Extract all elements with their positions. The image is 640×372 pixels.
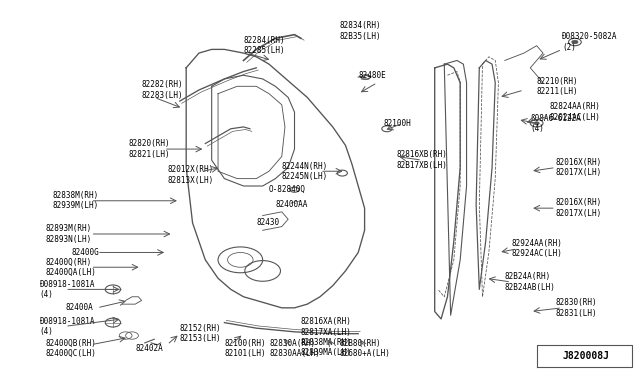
Text: 82100H: 82100H bbox=[384, 119, 412, 128]
Text: 82824AA(RH)
82024AC(LH): 82824AA(RH) 82024AC(LH) bbox=[549, 102, 600, 122]
Text: 82400AA: 82400AA bbox=[275, 200, 308, 209]
Text: 82016X(RH)
82017X(LH): 82016X(RH) 82017X(LH) bbox=[556, 158, 602, 177]
Text: Ð08320-5082A
(2): Ð08320-5082A (2) bbox=[562, 32, 618, 52]
Text: 82400G: 82400G bbox=[72, 248, 99, 257]
Text: 82012X(RH)
82813X(LH): 82012X(RH) 82813X(LH) bbox=[167, 165, 213, 185]
Text: 82816XA(RH)
82817XA(LH)
82838MA(RH)
82839MA(LH): 82816XA(RH) 82817XA(LH) 82838MA(RH) 8283… bbox=[301, 317, 352, 357]
Text: 82820(RH)
82821(LH): 82820(RH) 82821(LH) bbox=[129, 140, 170, 159]
Text: 82838M(RH)
82939M(LH): 82838M(RH) 82939M(LH) bbox=[52, 191, 99, 211]
Text: 82830(RH)
82831(LH): 82830(RH) 82831(LH) bbox=[556, 298, 597, 318]
Circle shape bbox=[534, 122, 540, 125]
Text: 82400Q(RH)
82400QA(LH): 82400Q(RH) 82400QA(LH) bbox=[46, 257, 97, 277]
Text: J820008J: J820008J bbox=[562, 351, 609, 361]
Text: 82893M(RH)
82893N(LH): 82893M(RH) 82893N(LH) bbox=[46, 224, 92, 244]
Text: 82100(RH)
82101(LH): 82100(RH) 82101(LH) bbox=[225, 339, 266, 358]
Text: 82834(RH)
82B35(LH): 82834(RH) 82B35(LH) bbox=[339, 21, 381, 41]
Circle shape bbox=[572, 40, 578, 44]
Text: 82210(RH)
82211(LH): 82210(RH) 82211(LH) bbox=[537, 77, 579, 96]
Text: 82402A: 82402A bbox=[135, 344, 163, 353]
Text: 82830A(RH)
82830AA(LH): 82830A(RH) 82830AA(LH) bbox=[269, 339, 320, 358]
Text: 82244N(RH)
82245N(LH): 82244N(RH) 82245N(LH) bbox=[282, 161, 328, 181]
Text: 82B24A(RH)
82B24AB(LH): 82B24A(RH) 82B24AB(LH) bbox=[505, 272, 556, 292]
Text: 82480E: 82480E bbox=[358, 71, 386, 80]
Text: O-82840Q: O-82840Q bbox=[269, 185, 306, 194]
Text: 82282(RH)
82283(LH): 82282(RH) 82283(LH) bbox=[141, 80, 183, 100]
Text: 82430: 82430 bbox=[256, 218, 280, 227]
Text: 82B80(RH)
82680+A(LH): 82B80(RH) 82680+A(LH) bbox=[339, 339, 390, 358]
Text: 82152(RH)
82153(LH): 82152(RH) 82153(LH) bbox=[180, 324, 221, 343]
Text: Ð08918-1081A
(4): Ð08918-1081A (4) bbox=[40, 317, 95, 336]
Text: Ð08918-1081A
(4): Ð08918-1081A (4) bbox=[40, 280, 95, 299]
Text: 82816XB(RH)
82B17XB(LH): 82816XB(RH) 82B17XB(LH) bbox=[396, 150, 447, 170]
Text: ß08A6-6122A
(4): ß08A6-6122A (4) bbox=[531, 113, 581, 133]
Text: 82016X(RH)
82017X(LH): 82016X(RH) 82017X(LH) bbox=[556, 198, 602, 218]
Text: 82284(RH)
82285(LH): 82284(RH) 82285(LH) bbox=[244, 36, 285, 55]
Text: 82400QB(RH)
82400QC(LH): 82400QB(RH) 82400QC(LH) bbox=[46, 339, 97, 358]
Text: 82924AA(RH)
82924AC(LH): 82924AA(RH) 82924AC(LH) bbox=[511, 239, 562, 259]
Text: 82400A: 82400A bbox=[65, 303, 93, 312]
